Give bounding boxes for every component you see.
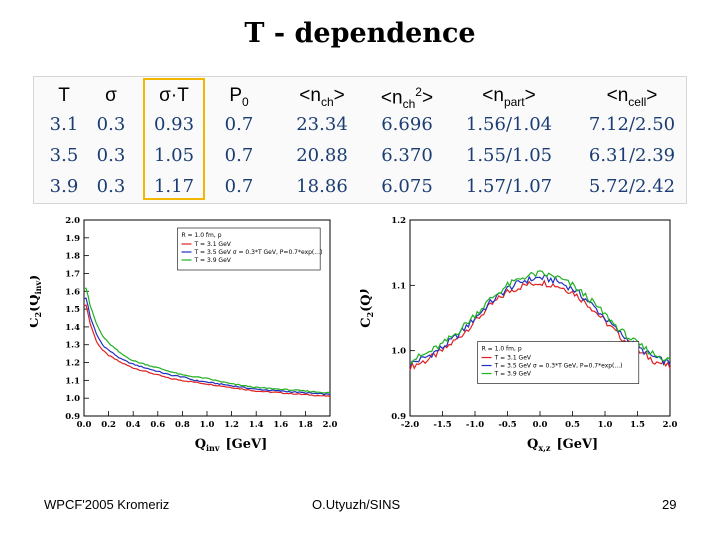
y-tick-label: 1.7 xyxy=(65,269,80,279)
y-tick-label: 1.4 xyxy=(65,323,80,333)
x-tick-label: 1.0 xyxy=(200,420,215,430)
y-tick-label: 1.9 xyxy=(65,234,80,244)
x-tick-label: 1.0 xyxy=(598,420,613,430)
x-tick-label: 0.6 xyxy=(150,420,165,430)
legend-entry-1: T = 3.5 GeV σ = 0.3*T GeV, P=0.7*exp(...… xyxy=(494,363,623,370)
table-cell-r0-c2: 0.93 xyxy=(153,114,195,135)
legend-header: R = 1.0 fm, p xyxy=(181,232,221,239)
series-line-2 xyxy=(409,270,671,365)
x-tick-label: -0.5 xyxy=(498,420,516,430)
y-tick-label: 0.9 xyxy=(65,412,80,422)
y-tick-label: 1.8 xyxy=(65,252,80,262)
x-tick-label: 1.6 xyxy=(273,420,288,430)
legend-box xyxy=(477,341,640,384)
highlight-box xyxy=(143,78,205,200)
table-cell-r1-c5: 6.370 xyxy=(381,145,433,166)
chart-c2-qxz: -2.0 -1.5 -1.0 -0.5 0.0 0.5 1.0 1.5 2.0 0.9 1.0 1.1… xyxy=(360,216,678,453)
x-tick-label: 0.2 xyxy=(101,420,116,430)
x-tick-label: 0.5 xyxy=(565,420,580,430)
x-tick-label: 0.4 xyxy=(126,420,141,430)
x-tick-label: 1.5 xyxy=(630,420,645,430)
table-header-7: <ncell> xyxy=(606,85,658,109)
y-tick-label: 2.0 xyxy=(65,216,80,226)
table-cell-r2-c2: 1.17 xyxy=(153,176,195,197)
table-cell-r0-c4: 23.34 xyxy=(296,114,348,135)
table-cell-r0-c0: 3.1 xyxy=(49,114,79,135)
footer-right: 29 xyxy=(662,497,677,512)
y-tick-label: 1.2 xyxy=(391,216,406,226)
x-tick-label: 0.0 xyxy=(77,420,92,430)
x-tick-label: -1.0 xyxy=(466,420,484,430)
table-header-1: σ xyxy=(105,85,117,106)
y-tick-label: 1.0 xyxy=(391,347,406,357)
footer-center: O.Utyuzh/SINS xyxy=(312,497,401,512)
y-tick-label: 1.1 xyxy=(391,281,406,291)
series-line-1 xyxy=(83,297,331,396)
x-tick-label: 1.4 xyxy=(249,420,264,430)
plot-frame xyxy=(409,219,671,417)
table-header-4: <nch> xyxy=(299,85,345,109)
x-tick-label: 1.2 xyxy=(224,420,239,430)
table-cell-r1-c3: 0.7 xyxy=(224,145,254,166)
table-cell-r2-c3: 0.7 xyxy=(224,176,254,197)
y-axis-label: C2(Qinv) xyxy=(30,275,43,328)
table-header-6: <npart> xyxy=(482,85,536,109)
x-axis-label: Qx,z [GeV] xyxy=(527,437,598,453)
legend-entry-2: T = 3.9 GeV xyxy=(193,257,231,264)
table-cell-r0-c5: 6.696 xyxy=(381,114,433,135)
x-tick-label: 1.8 xyxy=(298,420,313,430)
table-cell-r2-c7: 5.72/2.42 xyxy=(588,176,676,197)
table-cell-r0-c1: 0.3 xyxy=(96,114,126,135)
table-cell-r1-c1: 0.3 xyxy=(96,145,126,166)
footer-left: WPCF'2005 Kromeriz xyxy=(44,497,170,512)
slide-title: T - dependence xyxy=(244,18,476,49)
table-cell-r0-c6: 1.56/1.04 xyxy=(465,114,553,135)
table-cell-r1-c6: 1.55/1.05 xyxy=(465,145,553,166)
table-header-0: T xyxy=(58,85,70,106)
legend-entry-0: T = 3.1 GeV xyxy=(494,355,532,362)
series-line-0 xyxy=(83,304,331,398)
x-tick-label: -1.5 xyxy=(433,420,451,430)
table-cell-r2-c1: 0.3 xyxy=(96,176,126,197)
legend-entry-0: T = 3.1 GeV xyxy=(193,241,231,248)
table-cell-r0-c7: 7.12/2.50 xyxy=(588,114,676,135)
x-tick-label: 0.0 xyxy=(533,420,548,430)
x-tick-label: -2.0 xyxy=(401,420,419,430)
legend-box xyxy=(177,227,321,271)
legend-entry-2: T = 3.9 GeV xyxy=(494,371,532,378)
table-cell-r2-c6: 1.57/1.07 xyxy=(465,176,553,197)
table-cell-r2-c5: 6.075 xyxy=(381,176,433,197)
table-cell-r0-c3: 0.7 xyxy=(224,114,254,135)
table-cell-r1-c0: 3.5 xyxy=(49,145,79,166)
table-cell-r1-c7: 6.31/2.39 xyxy=(588,145,676,166)
y-tick-label: 0.9 xyxy=(391,412,406,422)
x-tick-label: 0.8 xyxy=(175,420,190,430)
table-cell-r1-c2: 1.05 xyxy=(153,145,195,166)
chart-c2-qinv: 0.0 0.2 0.4 0.6 0.8 1.0 1.2 1.4 1.6 1.8 2.0 0.9 1.0 1… xyxy=(30,216,338,453)
table-cell-r1-c4: 20.88 xyxy=(296,145,348,166)
legend-entry-1: T = 3.5 GeV σ = 0.3*T GeV, P=0.7*exp(...… xyxy=(193,249,322,256)
x-axis-label: Qinv [GeV] xyxy=(195,437,268,453)
x-tick-label: 2.0 xyxy=(663,420,678,430)
x-tick-label: 2.0 xyxy=(323,420,338,430)
series-line-2 xyxy=(83,287,331,394)
legend-header: R = 1.0 fm, p xyxy=(482,346,522,353)
y-tick-label: 1.1 xyxy=(65,376,80,386)
y-tick-label: 1.2 xyxy=(65,359,80,369)
y-axis-label: C2(Q) xyxy=(360,288,375,328)
table-header-2: σ·T xyxy=(159,85,189,106)
y-tick-label: 1.3 xyxy=(65,341,80,351)
table-header-3: P0 xyxy=(229,85,249,109)
table-header-5: <nch2> xyxy=(380,85,434,112)
table-cell-r2-c0: 3.9 xyxy=(49,176,79,197)
y-tick-label: 1.0 xyxy=(65,394,80,404)
y-tick-label: 1.5 xyxy=(65,305,80,315)
y-tick-label: 1.6 xyxy=(65,287,80,297)
table-cell-r2-c4: 18.86 xyxy=(296,176,348,197)
